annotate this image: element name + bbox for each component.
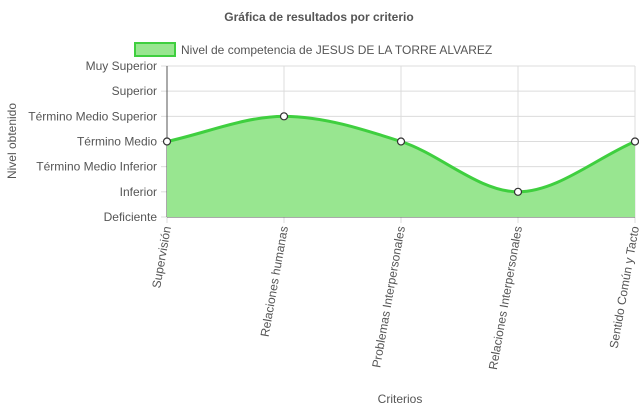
x-tick-label: Relaciones Interpersonales — [486, 225, 525, 371]
y-tick-label: Superior — [112, 84, 157, 98]
x-tick-label: Problemas Interpersonales — [369, 225, 408, 369]
x-tick-label: Relaciones humanas — [258, 225, 291, 338]
legend[interactable]: Nivel de competencia de JESUS DE LA TORR… — [134, 42, 492, 57]
y-tick-label: Muy Superior — [86, 59, 157, 73]
y-tick-label: Término Medio Inferior — [36, 160, 157, 174]
y-tick-label: Término Medio Superior — [28, 109, 157, 123]
legend-label: Nivel de competencia de JESUS DE LA TORR… — [181, 43, 492, 57]
x-tick-label: Supervisión — [149, 225, 174, 289]
x-axis-label: Criterios — [378, 392, 423, 406]
x-axis-ticks: Supervisión Relaciones humanas Problemas I… — [149, 225, 639, 371]
data-point[interactable] — [162, 137, 172, 146]
y-tick-label: Término Medio — [77, 135, 157, 149]
data-point[interactable] — [396, 137, 406, 146]
data-point[interactable] — [279, 112, 289, 121]
y-tick-label: Inferior — [120, 185, 157, 199]
y-axis-label: Nivel obtenido — [5, 103, 19, 179]
y-axis-ticks: Deficiente Inferior Término Medio Inferior… — [28, 59, 157, 224]
legend-swatch — [134, 42, 176, 57]
data-point[interactable] — [630, 137, 639, 146]
data-points — [162, 112, 639, 196]
y-tick-label: Deficiente — [104, 210, 158, 224]
chart-title: Gráfica de resultados por criterio — [224, 10, 413, 24]
x-tick-label: Sentido Común y Tacto — [607, 225, 639, 350]
data-point[interactable] — [513, 187, 523, 196]
